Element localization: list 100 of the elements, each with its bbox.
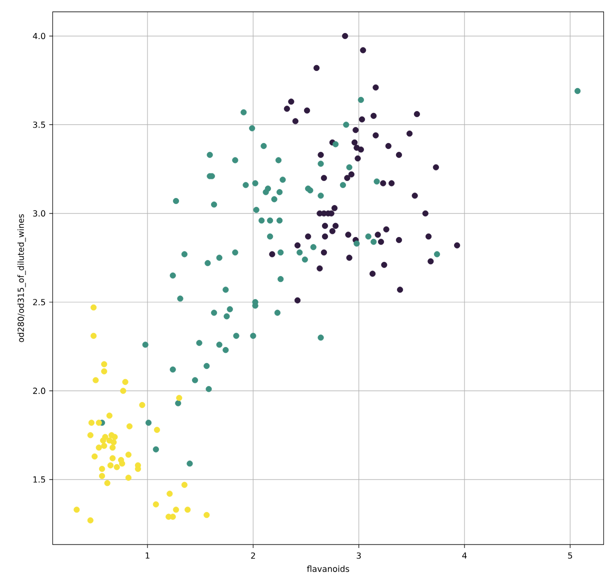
point	[331, 205, 338, 212]
point	[98, 472, 106, 480]
x-tick-label: 1	[146, 552, 150, 559]
point	[352, 127, 359, 134]
point	[428, 258, 434, 264]
point	[126, 423, 133, 430]
point	[110, 455, 116, 462]
point	[114, 464, 120, 470]
point	[184, 506, 191, 513]
point	[139, 402, 146, 408]
point	[106, 412, 112, 419]
point	[107, 462, 114, 468]
point	[320, 174, 327, 182]
point	[380, 180, 386, 186]
point	[358, 116, 366, 122]
point	[90, 304, 97, 311]
point	[172, 506, 180, 513]
point	[354, 155, 361, 162]
y-tick-label: 4.0	[32, 32, 46, 40]
point	[87, 517, 94, 524]
point	[346, 254, 352, 261]
point	[292, 118, 298, 124]
point	[426, 233, 432, 240]
point	[101, 368, 108, 374]
point	[101, 361, 108, 368]
y-tick-label: 3.0	[33, 210, 46, 217]
point	[166, 490, 173, 497]
point	[396, 237, 402, 244]
point	[320, 249, 327, 256]
y-axis-title: od280/od315_of_diluted_wines	[17, 214, 26, 342]
point	[125, 452, 132, 458]
point	[269, 251, 276, 258]
y-tick-label: 2.0	[33, 388, 46, 394]
x-tick-label: 5	[568, 552, 572, 559]
point	[388, 180, 395, 186]
point	[98, 466, 106, 472]
point	[316, 265, 323, 272]
point	[294, 242, 301, 248]
point	[152, 501, 159, 508]
point	[370, 270, 376, 277]
point	[406, 130, 413, 137]
point	[422, 210, 428, 216]
point	[370, 112, 377, 119]
point	[294, 297, 301, 304]
point	[181, 482, 188, 488]
point	[96, 444, 102, 451]
point	[396, 152, 402, 158]
point	[110, 444, 116, 451]
point	[381, 262, 388, 268]
point	[372, 84, 379, 91]
point	[372, 132, 379, 138]
point	[100, 437, 106, 444]
point	[318, 152, 324, 158]
y-tick-label: 2.5	[33, 298, 46, 306]
point	[414, 111, 420, 118]
point	[345, 232, 352, 238]
point	[110, 439, 117, 446]
point	[305, 233, 312, 240]
point	[342, 32, 348, 40]
point	[88, 420, 95, 426]
point	[288, 98, 294, 105]
point	[374, 232, 381, 238]
point	[322, 233, 328, 240]
point	[90, 332, 97, 339]
x-tick-label: 2	[251, 552, 255, 559]
point	[101, 442, 108, 449]
point	[176, 394, 182, 401]
point	[284, 106, 290, 112]
point	[352, 139, 358, 146]
x-tick-label: 4	[462, 552, 467, 559]
point	[378, 238, 384, 245]
point	[454, 242, 460, 248]
point	[358, 146, 364, 153]
point	[87, 432, 94, 438]
point	[204, 512, 210, 518]
point	[412, 192, 418, 199]
point	[348, 171, 354, 178]
x-tick-label: 3	[356, 552, 361, 559]
point	[396, 286, 404, 293]
point	[122, 378, 128, 386]
point	[344, 174, 350, 182]
point	[112, 434, 118, 440]
x-axis-title: flavanoids	[306, 566, 350, 572]
y-tick-label: 1.5	[33, 476, 46, 483]
point	[385, 142, 392, 150]
point	[96, 420, 102, 426]
y-tick-label: 3.5	[33, 122, 46, 128]
point	[332, 222, 339, 229]
point	[125, 474, 132, 481]
point	[383, 226, 390, 232]
point	[92, 377, 99, 384]
point	[329, 228, 336, 234]
point	[92, 453, 98, 460]
point	[360, 47, 366, 54]
point	[154, 426, 160, 433]
point	[432, 164, 439, 170]
point	[322, 222, 328, 229]
point	[74, 506, 80, 513]
point	[313, 64, 320, 72]
point	[304, 107, 310, 114]
